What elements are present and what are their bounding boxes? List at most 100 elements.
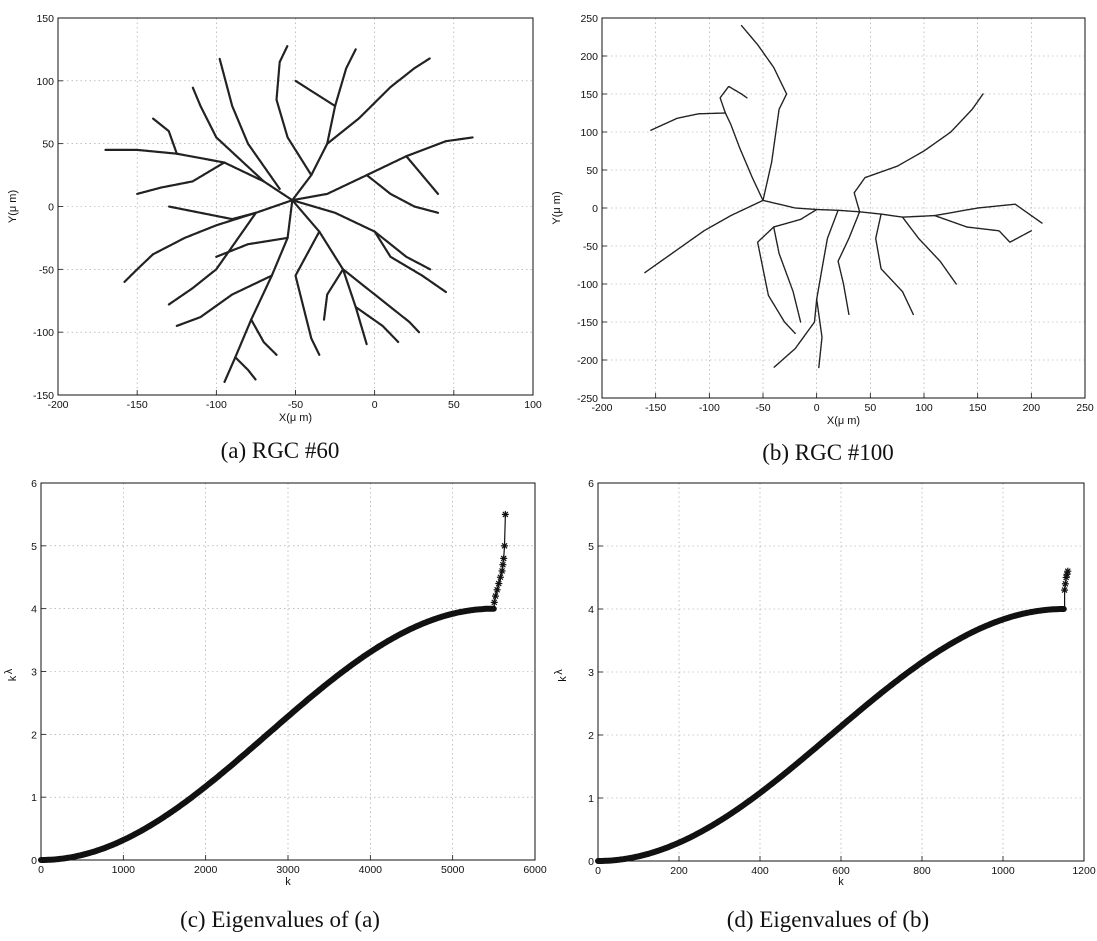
dendrite-branch [772, 226, 802, 323]
eigenvalue-series [38, 510, 509, 863]
y-axis-label-subscript: k [557, 676, 569, 682]
y-tick-label: 150 [36, 13, 54, 25]
dendrite-branch [853, 93, 984, 213]
outlier-marker [490, 598, 498, 606]
x-tick-label: 6000 [523, 864, 547, 876]
dendrite-branch [218, 57, 281, 190]
x-tick-label: 150 [969, 402, 987, 414]
dendrite-branch [275, 44, 313, 177]
dendrite-branch [175, 274, 273, 327]
y-tick-label: 200 [580, 51, 598, 63]
x-tick-label: 400 [751, 865, 769, 877]
y-tick-label: 6 [31, 478, 37, 490]
dendrite-branch [294, 230, 321, 356]
dendrite-branch [291, 199, 432, 271]
dendrite-branch [136, 161, 226, 195]
outlier-marker [1064, 567, 1072, 575]
x-tick-label: 2000 [194, 864, 218, 876]
dendrite-branch [719, 85, 748, 114]
dendrite-branch [167, 205, 257, 221]
y-tick-label: 50 [42, 139, 54, 151]
chart-b: -200 -150 -100 -50 0 50 100 150 200 250-250-200-1… [551, 13, 1094, 427]
y-tick-label: 0 [48, 202, 54, 214]
x-tick-label: -150 [645, 402, 666, 414]
chart-a: -200 -150 -100 -50 0 50 100-150-100-5005010015… [7, 13, 542, 424]
dendrite-branch [104, 148, 294, 202]
x-tick-label: 0 [38, 864, 44, 876]
caption-b: (b) RGC #100 [762, 440, 894, 465]
y-tick-label: 3 [31, 667, 37, 679]
dendrite-branch [123, 253, 155, 283]
x-tick-label: -200 [591, 402, 612, 414]
x-tick-label: 1000 [112, 864, 136, 876]
plot-frame [40, 482, 536, 861]
x-tick-label: 1200 [1072, 865, 1096, 877]
x-axis-label: k [285, 876, 291, 888]
y-tick-label: 6 [588, 478, 594, 490]
dendrite-branch [365, 174, 440, 214]
outlier-marker [500, 554, 508, 562]
y-tick-label: -100 [33, 327, 54, 339]
panel-a: -200 -150 -100 -50 0 50 100 -150 -100 -50 0 50 100 15… [0, 0, 548, 470]
x-tick-label: -50 [755, 402, 770, 414]
dendrite-branch [354, 305, 400, 344]
y-axis-label: Y(μ m) [551, 191, 563, 224]
x-tick-label: -150 [127, 399, 148, 411]
y-tick-label: -200 [577, 355, 598, 367]
x-tick-label: 800 [913, 865, 931, 877]
x-tick-label: 5000 [441, 864, 465, 876]
y-axis-label: λ [3, 668, 15, 674]
dendrite-branch [294, 79, 337, 108]
dendrite-branch [322, 268, 345, 321]
outlier-marker [1061, 580, 1069, 588]
x-tick-label: 250 [1076, 402, 1094, 414]
outlier-marker [498, 567, 506, 575]
dendrite-branch [875, 213, 914, 316]
y-tick-label: 5 [588, 541, 594, 553]
dendrite-branch [234, 356, 257, 381]
x-tick-label: 0 [814, 402, 820, 414]
dendrite-branch [724, 112, 764, 202]
x-axis-label: X(μ m) [827, 415, 860, 427]
plot-frame [601, 17, 1086, 399]
outlier-marker [493, 586, 501, 594]
y-axis-label-subscript: k [7, 675, 19, 681]
outlier-marker [1061, 586, 1069, 594]
dendrite-branch [223, 199, 294, 384]
panel-c: 0 1000 2000 3000 4000 5000 6000 0 1 2 3 4 5 6 k λ k (c) … [0, 470, 548, 941]
dendrite-branch [644, 199, 764, 274]
dendrite-branch [837, 211, 861, 316]
dendrite-branch [405, 155, 440, 195]
dendrite-branch [326, 57, 432, 145]
y-tick-label: 0 [588, 856, 594, 868]
y-tick-label: -50 [39, 264, 54, 276]
eigenvalue-curve [38, 605, 497, 863]
plot-frame [597, 482, 1085, 862]
x-tick-label: 4000 [359, 864, 383, 876]
outlier-marker [496, 573, 504, 581]
y-tick-label: 3 [588, 667, 594, 679]
caption-d: (d) Eigenvalues of (b) [726, 907, 930, 932]
outlier-marker [491, 592, 499, 600]
dendrite-branch [858, 203, 1043, 224]
dendrite-branch [191, 85, 265, 183]
x-tick-label: -100 [206, 399, 227, 411]
y-tick-label: 100 [36, 76, 54, 88]
y-tick-label: 50 [586, 165, 598, 177]
dendrite-branch [341, 268, 421, 334]
x-tick-label: -100 [699, 402, 720, 414]
y-tick-label: 250 [580, 13, 598, 25]
y-tick-label: 4 [31, 604, 37, 616]
dendrite-branch [901, 216, 957, 285]
outlier-marker [501, 542, 509, 550]
eigenvalue-curve [595, 606, 1067, 864]
y-tick-label: 0 [592, 203, 598, 215]
x-tick-label: 600 [832, 865, 850, 877]
y-tick-label: -250 [577, 393, 598, 405]
dendrite-branch [291, 48, 357, 202]
y-tick-label: 2 [588, 730, 594, 742]
y-tick-label: 5 [31, 541, 37, 553]
dendrite-tree [104, 44, 474, 384]
x-tick-label: 50 [864, 402, 876, 414]
